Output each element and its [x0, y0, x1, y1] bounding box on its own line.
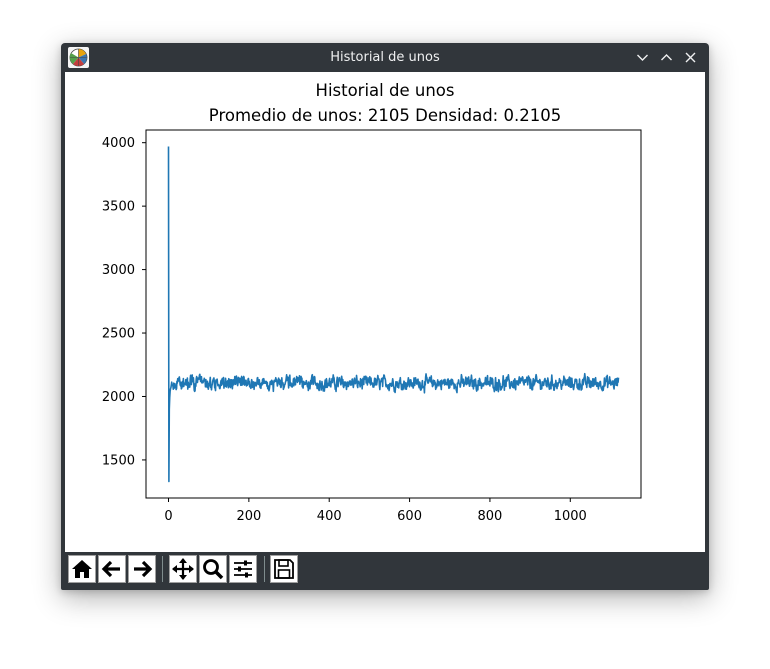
navigation-toolbar: [65, 552, 705, 590]
chart-subtitle: Promedio de unos: 2105 Densidad: 0.2105: [209, 106, 561, 125]
floppy-disk-icon[interactable]: [270, 555, 298, 583]
x-tick-label: 600: [397, 509, 422, 524]
y-tick-label: 3500: [102, 200, 135, 215]
app-window: Historial de unos Historial de unos Prom…: [61, 43, 709, 590]
home-icon[interactable]: [68, 555, 96, 583]
y-tick-label: 2000: [102, 390, 135, 405]
chart-title: Historial de unos: [316, 81, 455, 100]
x-axis: 0 200 400 600 800 1000: [164, 498, 587, 524]
figure-canvas[interactable]: Historial de unos Promedio de unos: 2105…: [65, 72, 705, 552]
arrow-right-icon[interactable]: [128, 555, 156, 583]
x-tick-label: 1000: [554, 509, 587, 524]
toolbar-separator: [264, 556, 265, 582]
chevron-up-icon[interactable]: [658, 49, 675, 66]
close-icon[interactable]: [682, 49, 699, 66]
x-tick-label: 200: [236, 509, 261, 524]
series-line: [167, 146, 620, 483]
plot-area-frame: [145, 129, 642, 499]
y-tick-label: 4000: [102, 136, 135, 151]
arrow-left-icon[interactable]: [98, 555, 126, 583]
matplotlib-app-icon[interactable]: [68, 47, 89, 68]
toolbar-separator: [162, 556, 163, 582]
x-tick-label: 0: [164, 509, 172, 524]
x-tick-label: 800: [478, 509, 503, 524]
move-icon[interactable]: [169, 555, 197, 583]
x-tick-label: 400: [317, 509, 342, 524]
chevron-down-icon[interactable]: [634, 49, 651, 66]
magnifier-icon[interactable]: [199, 555, 227, 583]
y-tick-label: 2500: [102, 327, 135, 342]
line-chart: Historial de unos Promedio de unos: 2105…: [102, 81, 642, 524]
y-tick-label: 3000: [102, 263, 135, 278]
y-axis: 1500 2000 2500 3000 3500 4000: [102, 136, 146, 468]
sliders-icon[interactable]: [229, 555, 257, 583]
titlebar[interactable]: Historial de unos: [61, 43, 709, 72]
y-tick-label: 1500: [102, 453, 135, 468]
window-title: Historial de unos: [330, 50, 440, 65]
